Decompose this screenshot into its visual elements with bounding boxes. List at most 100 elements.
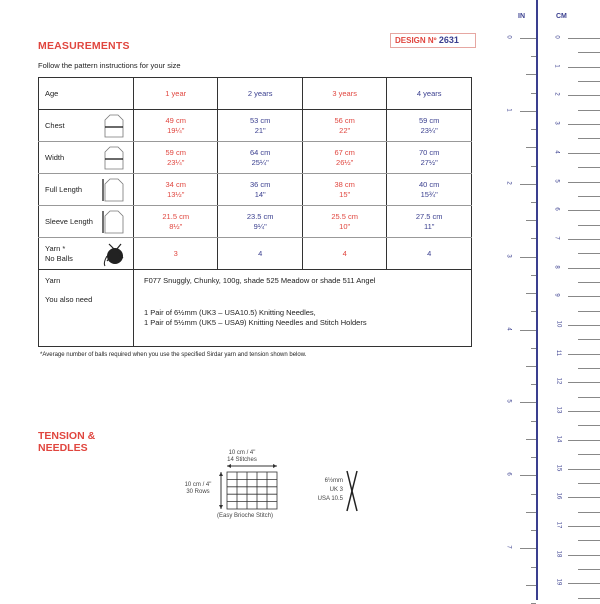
- cm-number: 17: [555, 521, 562, 529]
- inch-number: 2: [505, 181, 512, 185]
- inch-tick: [520, 329, 536, 331]
- inch-number: 6: [505, 472, 512, 477]
- also-need-label: You also need: [45, 295, 93, 304]
- needles-line: 1 Pair of 5½mm (UK5 – USA9) Knitting Nee…: [144, 318, 367, 327]
- row-label: Sleeve Length: [38, 205, 134, 238]
- measurement-row: Full Length 34 cm 13½" 36 cm 14" 38 cm 15" 40 c…: [38, 173, 472, 206]
- table-header-row: Age 1 year 2 years 3 years 4 years: [38, 77, 472, 110]
- measurement-cell: 40 cm 15¾": [386, 173, 472, 206]
- cm-half-tick: [578, 368, 600, 370]
- cm-tick: [568, 439, 600, 441]
- inch-value: 11": [423, 221, 435, 231]
- stitches-label: 14 Stitches: [227, 457, 257, 463]
- measurement-cell: 56 cm 22": [301, 109, 388, 142]
- cm-half-tick: [578, 224, 600, 226]
- length-diagram-icon: [102, 178, 124, 202]
- row-label: Chest: [38, 109, 134, 142]
- cm-tick: [568, 95, 600, 97]
- inch-value: 21": [254, 125, 266, 135]
- width-label: 10 cm / 4": [228, 450, 256, 456]
- measurement-cell: 64 cm 25¼": [217, 141, 303, 174]
- cm-tick: [568, 525, 600, 527]
- cm-tick: [568, 210, 600, 212]
- materials-row: Yarn You also need F077 Snuggly, Chunky, …: [38, 269, 472, 347]
- cm-value: 23.5 cm: [246, 211, 274, 221]
- cm-number: 7: [553, 236, 560, 240]
- yarn-balls-row: Yarn * No Balls 3 4 4 4: [38, 237, 472, 270]
- balls-value: 4: [301, 237, 388, 270]
- inch-tick: [520, 110, 536, 112]
- inch-number: 5: [505, 399, 512, 404]
- measurement-cell: 59 cm 23¼": [386, 109, 472, 142]
- measurement-row: Width 59 cm 23¼" 64 cm 25¼" 67 cm 26½" 70 cm 27½…: [38, 141, 472, 174]
- measurement-cell: 53 cm 21": [217, 109, 303, 142]
- cm-half-tick: [578, 52, 600, 54]
- cm-value: 59 cm: [165, 147, 186, 157]
- inch-value: 27½": [420, 157, 438, 167]
- knitting-needles-icon: [346, 470, 358, 512]
- cm-number: 16: [555, 492, 562, 500]
- stitch-name: (Easy Brioche Stitch): [216, 513, 274, 519]
- footnote: *Average number of balls required when y…: [40, 352, 307, 358]
- yarn-value: F077 Snuggly, Chunky, 100g, shade 525 Me…: [144, 276, 376, 285]
- cm-half-tick: [578, 310, 600, 312]
- width-diagram-icon: [104, 146, 124, 170]
- yarn-ball-icon: [103, 243, 124, 267]
- inch-number: 4: [505, 326, 512, 331]
- needle-info: 6½mm UK 3 USA 10.5: [305, 477, 343, 504]
- tension-height: 10 cm / 4" 30 Rows: [178, 482, 218, 496]
- cm-number: 4: [553, 150, 560, 154]
- subtitle: Follow the pattern instructions for your…: [38, 61, 181, 70]
- cm-tick: [568, 66, 600, 68]
- inch-label: IN: [518, 13, 525, 20]
- measurement-cell: 59 cm 23¼": [132, 141, 219, 174]
- measurement-cell: 49 cm 19¼": [132, 109, 219, 142]
- inch-sub-tick: [531, 56, 536, 58]
- cm-value: 34 cm: [165, 179, 186, 189]
- size-header: 2 years: [217, 77, 303, 110]
- inch-sub-tick: [531, 493, 536, 495]
- cm-value: 36 cm: [249, 179, 271, 189]
- measurement-cell: 36 cm 14": [217, 173, 303, 206]
- cm-value: 67 cm: [334, 147, 355, 157]
- inch-tick: [520, 38, 536, 39]
- cm-number: 19: [555, 578, 562, 586]
- inch-sub-tick: [531, 202, 536, 204]
- cm-tick: [568, 325, 600, 326]
- cm-tick: [568, 497, 600, 499]
- inch-sub-tick: [526, 438, 536, 440]
- cm-tick: [568, 38, 600, 39]
- tension-width: 10 cm / 4" 14 Stitches: [212, 450, 272, 464]
- height-label: 10 cm / 4": [184, 482, 212, 488]
- inch-sub-tick: [531, 311, 536, 313]
- inch-sub-tick: [531, 384, 536, 386]
- row-label: Full Length: [38, 173, 134, 206]
- row-label-text: Full Length: [45, 184, 83, 194]
- needle-mm: 6½mm: [324, 478, 343, 484]
- cm-tick: [568, 554, 600, 556]
- rows-label: 30 Rows: [186, 489, 210, 495]
- inch-tick: [520, 475, 536, 477]
- inch-value: 23¼": [420, 125, 438, 135]
- cm-tick: [568, 583, 600, 585]
- cm-value: 64 cm: [249, 147, 271, 157]
- cm-tick: [568, 411, 600, 413]
- inch-value: 8½": [169, 221, 183, 231]
- row-label-text: Sleeve Length: [45, 216, 93, 226]
- needle-uk: UK 3: [329, 487, 343, 493]
- cm-half-tick: [578, 167, 600, 169]
- cm-number: 10: [555, 320, 562, 328]
- cm-half-tick: [578, 568, 600, 570]
- balls-value: 4: [386, 237, 472, 270]
- inch-sub-tick: [531, 420, 536, 422]
- inch-value: 25¼": [251, 157, 269, 167]
- cm-tick: [568, 124, 600, 126]
- cm-half-tick: [578, 425, 600, 427]
- cm-half-tick: [578, 597, 600, 599]
- needle-usa: USA 10.5: [317, 496, 343, 502]
- cm-half-tick: [578, 109, 600, 111]
- inch-tick: [520, 256, 536, 258]
- inch-value: 13½": [167, 189, 185, 199]
- tension-title-2: NEEDLES: [38, 442, 88, 454]
- cm-value: 70 cm: [418, 147, 440, 157]
